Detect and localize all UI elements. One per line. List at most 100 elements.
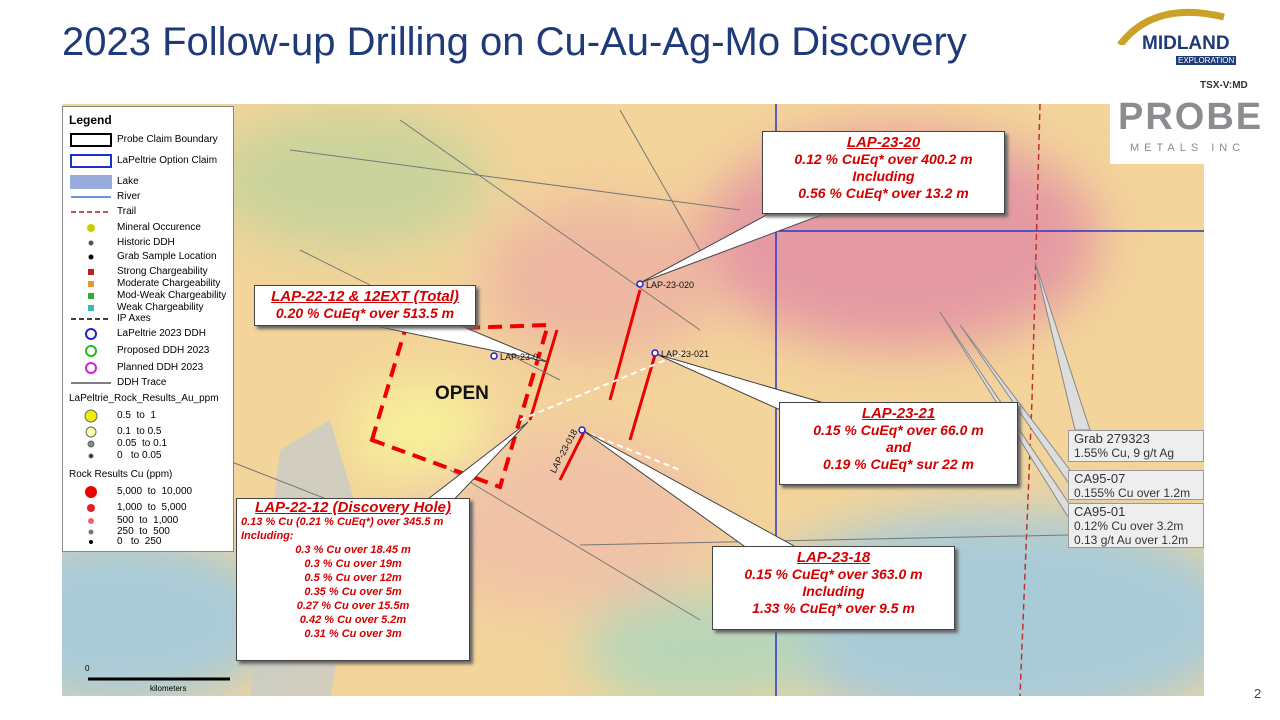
callout-line: 0.20 % CuEq* over 513.5 m (275, 305, 455, 321)
grab-line: 1.55% Cu, 9 g/t Ag (1074, 446, 1175, 460)
legend-item: Planned DDH 2023 (117, 362, 204, 373)
drill-hole (490, 352, 498, 360)
grab-line: 0.13 g/t Au over 1.2m (1074, 533, 1189, 547)
legend-item: IP Axes (117, 313, 151, 324)
legend-item: LaPeltrie Option Claim (117, 155, 218, 166)
callout: LAP-22-12 & 12EXT (Total) 0.20 % CuEq* ov… (254, 285, 476, 326)
legend-item: 0 to 0.05 (117, 450, 162, 461)
legend-item: River (117, 191, 141, 202)
legend-symbols (70, 133, 112, 544)
legend-item: Mineral Occurence (117, 222, 201, 233)
grab-title: CA95-07 (1074, 471, 1126, 486)
grab-title: Grab 279323 (1074, 431, 1150, 446)
legend-symbol (88, 305, 94, 311)
legend-symbol (88, 529, 94, 535)
legend-symbol (88, 269, 94, 275)
legend-symbol (85, 362, 97, 374)
legend-symbol (88, 281, 94, 287)
grab-box: CA95-01 0.12% Cu over 3.2m 0.13 g/t Au ove… (1068, 503, 1204, 548)
callout-line: 0.3 % Cu over 18.45 m (295, 544, 411, 556)
drill-hole (636, 280, 644, 288)
drill-hole-label: LAP-23-020 (646, 280, 694, 290)
callout-line: 0.15 % CuEq* over 363.0 m (744, 566, 923, 582)
callout-line: Including (852, 168, 915, 184)
callout-line: 0.56 % CuEq* over 13.2 m (798, 185, 969, 201)
probe-logo: PROBE METALS INC (1110, 94, 1261, 164)
callout: LAP-22-12 (Discovery Hole) 0.13 % Cu (0.2… (236, 498, 470, 661)
scale-label: kilometers (150, 684, 187, 693)
legend-symbol (85, 426, 97, 438)
drill-hole (651, 349, 659, 357)
legend-item: Grab Sample Location (117, 251, 217, 262)
legend-symbol (85, 345, 97, 357)
legend-item: 250 to 500 (117, 526, 170, 537)
legend-item: 5,000 to 10,000 (117, 486, 193, 497)
legend-symbol (88, 518, 94, 524)
legend-title: Legend (69, 113, 112, 127)
legend-symbol (70, 154, 112, 168)
drill-hole (578, 426, 586, 434)
callout-title: LAP-23-21 (861, 405, 936, 422)
legend-item: Trail (117, 206, 137, 217)
grab-line: 0.155% Cu over 1.2m (1074, 486, 1191, 500)
legend-symbol (88, 254, 94, 260)
legend-item: Moderate Chargeability (117, 278, 221, 289)
callout-line: 0.42 % Cu over 5.2m (299, 614, 407, 626)
logo-subtext: METALS INC (1130, 142, 1246, 154)
legend-item: 0.05 to 0.1 (117, 438, 168, 449)
logo-arc (1117, 8, 1225, 45)
legend-item: Weak Chargeability (117, 302, 204, 313)
callout-line: 0.5 % Cu over 12m (304, 572, 402, 584)
callout-line: 1.33 % CuEq* over 9.5 m (752, 600, 915, 616)
drill-hole-label: LAP-23-0 (500, 352, 538, 362)
callout-title: LAP-23-18 (796, 549, 871, 566)
logo-subtext: EXPLORATION (1176, 56, 1237, 65)
logo-text: MIDLAND (1142, 33, 1230, 54)
slide-title: 2023 Follow-up Drilling on Cu-Au-Ag-Mo D… (62, 20, 967, 64)
callout-line: 0.31 % Cu over 3m (304, 628, 402, 640)
grab-title: CA95-01 (1074, 504, 1126, 519)
midland-logo: MIDLAND EXPLORATION (1114, 5, 1237, 75)
legend-item: DDH Trace (117, 377, 167, 388)
legend: Legend Probe Claim Boundary LaPeltrie Opti… (62, 106, 234, 552)
callout-title: LAP-22-12 & 12EXT (Total) (271, 288, 459, 305)
callout-title: LAP-22-12 (Discovery Hole) (255, 499, 451, 516)
callout-title: LAP-23-20 (846, 134, 921, 151)
page-number: 2 (1254, 686, 1262, 701)
callout-line: 0.27 % Cu over 15.5m (296, 600, 410, 612)
legend-item: Probe Claim Boundary (117, 134, 218, 145)
map-label: OPEN (435, 383, 489, 404)
scale-label: 0 (85, 664, 90, 673)
callout: LAP-23-20 0.12 % CuEq* over 400.2 m Includ… (762, 131, 1005, 214)
legend-item: 500 to 1,000 (117, 515, 179, 526)
legend-item: 1,000 to 5,000 (117, 502, 187, 513)
callout: LAP-23-18 0.15 % CuEq* over 363.0 m Includ… (712, 546, 955, 630)
callout-line: and (886, 439, 911, 455)
grab-line: 0.12% Cu over 3.2m (1074, 519, 1184, 533)
legend-item: 0 to 250 (117, 536, 162, 547)
legend-section-title: LaPeltrie_Rock_Results_Au_ppm (69, 393, 219, 404)
callout-line: 0.12 % CuEq* over 400.2 m (794, 151, 973, 167)
legend-item: Proposed DDH 2023 (117, 345, 210, 356)
grab-box: CA95-07 0.155% Cu over 1.2m (1068, 470, 1204, 500)
callout-line: 0.35 % Cu over 5m (304, 586, 402, 598)
legend-symbol (88, 240, 94, 246)
legend-item: LaPeltrie 2023 DDH (117, 328, 206, 339)
legend-symbol (88, 453, 94, 459)
logo-text: PROBE (1118, 96, 1264, 138)
grab-box: Grab 279323 1.55% Cu, 9 g/t Ag (1068, 430, 1204, 462)
legend-symbol (84, 409, 98, 423)
callout-line: 0.3 % Cu over 19m (304, 558, 402, 570)
legend-item: Lake (117, 176, 139, 187)
legend-symbol (88, 293, 94, 299)
ticker: TSX-V:MD (1200, 80, 1248, 91)
callout-line: Including (802, 583, 865, 599)
callout-line: 0.19 % CuEq* sur 22 m (823, 456, 974, 472)
legend-symbol (87, 224, 95, 232)
legend-item: Historic DDH (117, 237, 175, 248)
legend-item: Strong Chargeability (117, 266, 208, 277)
legend-item: 0.1 to 0.5 (117, 426, 162, 437)
legend-item: Mod-Weak Chargeability (117, 290, 227, 301)
legend-item: 0.5 to 1 (117, 410, 156, 421)
